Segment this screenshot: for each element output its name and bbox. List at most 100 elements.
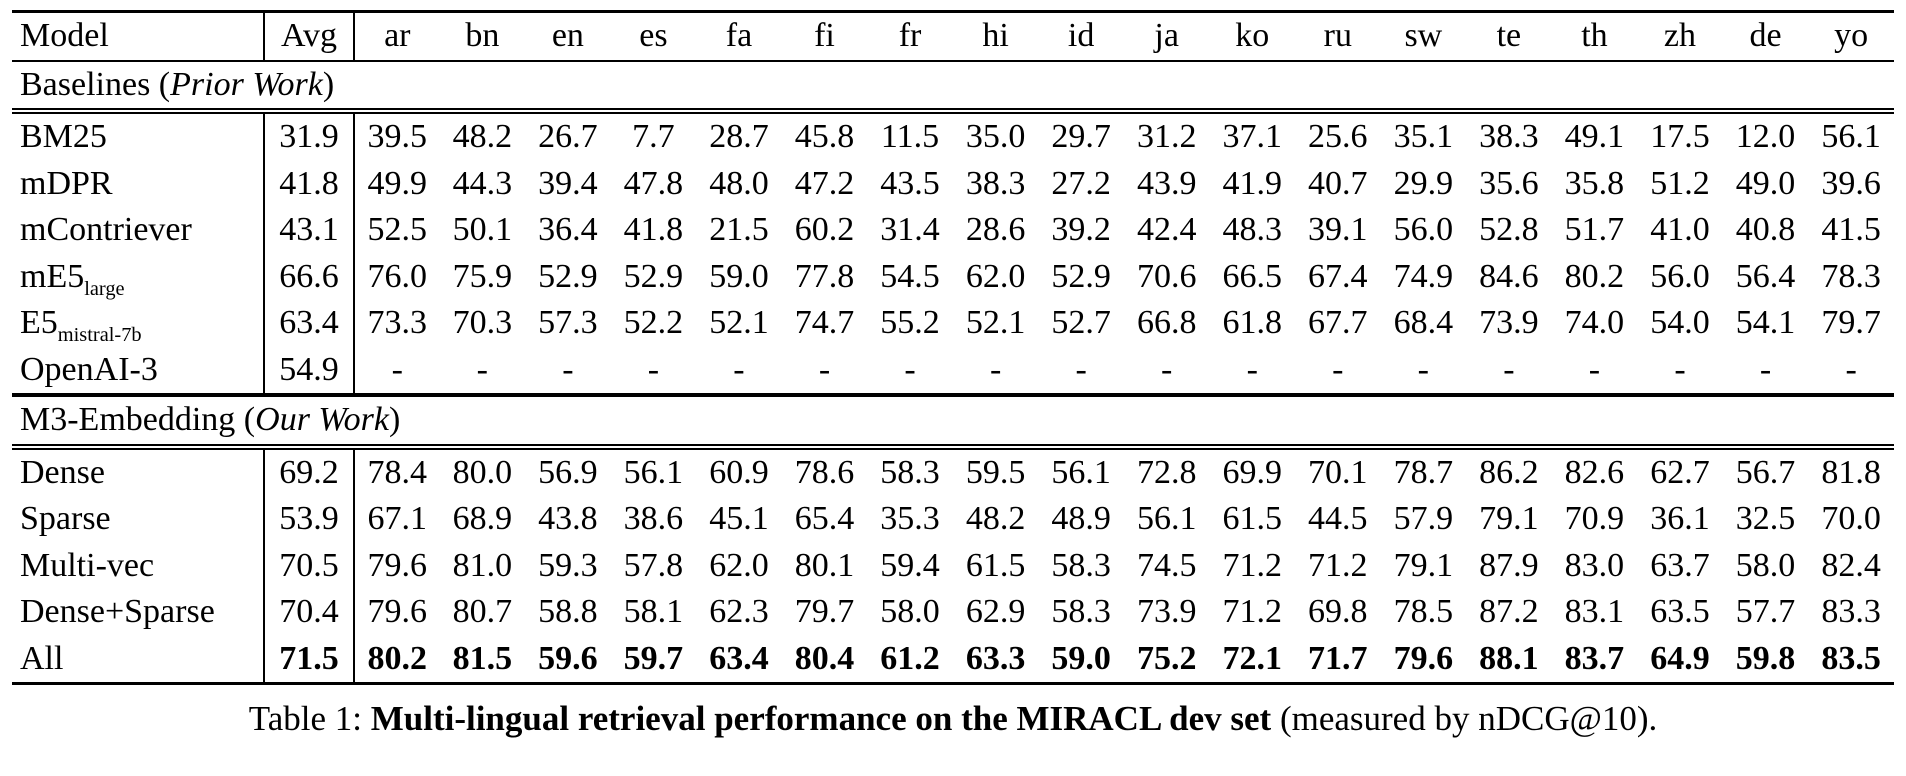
metric-value: - <box>904 350 916 388</box>
metric-value: 59.4 <box>880 546 940 584</box>
metric-value: 43.8 <box>538 500 598 537</box>
metric-value: 43.9 <box>1136 164 1197 202</box>
metric-value: 73.9 <box>1479 304 1539 341</box>
metric-value: 49.1 <box>1564 118 1625 155</box>
column-header-lang: id <box>1067 17 1095 54</box>
metric-value: 80.2 <box>1564 257 1625 295</box>
metric-value: 41.8 <box>623 211 684 248</box>
metric-value: 45.8 <box>794 118 855 155</box>
model-label: E5 <box>20 304 58 341</box>
metric-value: 79.1 <box>1479 500 1539 537</box>
metric-value: - <box>989 350 1002 388</box>
metric-value: 26.7 <box>538 118 598 155</box>
metric-value: 48.9 <box>1051 500 1111 537</box>
metric-value: 31.4 <box>880 211 940 248</box>
metric-value: 59.0 <box>1051 639 1111 677</box>
metric-value: 56.1 <box>623 453 684 491</box>
metric-value: 71.2 <box>1222 593 1282 630</box>
metric-value: 79.6 <box>367 593 428 630</box>
metric-value: 80.1 <box>794 546 855 584</box>
metric-value: 58.3 <box>880 453 940 491</box>
model-name: Multi-vec <box>12 542 265 589</box>
table-row: Sparse 53.9 67.1 68.9 43.8 38.6 45.1 65.4 35.3 48… <box>12 496 1894 543</box>
metric-value: 78.6 <box>794 453 855 491</box>
metric-value: 70.0 <box>1821 500 1881 537</box>
metric-value: 51.2 <box>1650 164 1710 202</box>
metric-value: 74.0 <box>1564 304 1625 341</box>
metric-value: - <box>1503 350 1515 388</box>
metric-value: 78.5 <box>1393 593 1454 630</box>
metric-value: 88.1 <box>1479 639 1539 677</box>
metric-value: 52.2 <box>623 304 684 341</box>
metric-value: 52.9 <box>1051 257 1111 295</box>
metric-value: 59.8 <box>1735 639 1796 677</box>
metric-value: 61.2 <box>880 639 940 677</box>
metric-value: 82.4 <box>1821 546 1881 584</box>
metric-value: 39.6 <box>1821 164 1881 202</box>
metric-value: 12.0 <box>1735 118 1796 155</box>
metric-value: 49.0 <box>1735 164 1796 202</box>
metric-value: 58.1 <box>623 593 684 630</box>
table-row: Multi-vec 70.5 79.6 81.0 59.3 57.8 62.0 80.1 59.… <box>12 542 1894 589</box>
caption-bold-text: Multi-lingual retrieval performance on t… <box>370 699 1272 738</box>
metric-value: 28.7 <box>709 118 769 155</box>
metric-value: 41.5 <box>1821 211 1881 248</box>
metric-value: 64.9 <box>1650 639 1710 677</box>
metric-value: 80.4 <box>794 639 855 677</box>
metric-value: 78.4 <box>367 453 428 491</box>
column-header-lang: es <box>639 17 668 54</box>
metric-value: 68.4 <box>1393 304 1454 341</box>
metric-value: 71.2 <box>1308 546 1368 584</box>
metric-value: - <box>1332 350 1344 388</box>
model-name: BM25 <box>12 111 265 161</box>
metric-value: 38.6 <box>623 500 684 537</box>
metric-value: - <box>647 350 660 388</box>
avg-value: 70.4 <box>264 589 355 636</box>
section-label-text: Baselines ( <box>20 65 171 103</box>
metric-value: - <box>1246 350 1258 388</box>
column-header-lang: hi <box>982 17 1009 54</box>
metric-value: 73.3 <box>367 304 428 341</box>
metric-value: 87.2 <box>1479 593 1539 630</box>
metric-value: 76.0 <box>367 257 428 295</box>
metric-value: 61.5 <box>1222 500 1282 537</box>
metric-value: - <box>818 350 831 388</box>
metric-value: 59.6 <box>538 639 598 677</box>
metric-value: - <box>1588 350 1601 388</box>
metric-value: 52.1 <box>965 304 1026 341</box>
metric-value: 29.9 <box>1393 164 1454 202</box>
metric-value: 32.5 <box>1735 500 1796 537</box>
metric-value: 42.4 <box>1136 211 1197 248</box>
section-header-row: M3-Embedding (Our Work) <box>12 395 1894 447</box>
metric-value: 17.5 <box>1650 118 1710 155</box>
metric-value: 59.0 <box>709 257 769 295</box>
table-row: All 71.5 80.2 81.5 59.6 59.7 63.4 80.4 61.2 63.3 5… <box>12 635 1894 684</box>
metric-value: 43.5 <box>880 164 940 202</box>
column-header-lang: bn <box>465 17 500 54</box>
column-header-lang: ru <box>1323 17 1352 54</box>
caption-suffix: (measured by nDCG@10). <box>1271 699 1658 738</box>
metric-value: 80.0 <box>452 453 513 491</box>
metric-value: 83.7 <box>1564 639 1625 677</box>
metric-value: 48.2 <box>452 118 513 155</box>
metric-value: 56.7 <box>1735 453 1796 491</box>
model-name: mContriever <box>12 207 265 254</box>
metric-value: 31.2 <box>1136 118 1197 155</box>
column-header-lang: te <box>1496 17 1522 54</box>
metric-value: 36.1 <box>1650 500 1710 537</box>
metric-value: - <box>476 350 488 388</box>
metric-value: 7.7 <box>632 118 675 155</box>
caption-prefix: Table 1: <box>248 699 371 738</box>
metric-value: 51.7 <box>1564 211 1625 248</box>
avg-value: 41.8 <box>264 160 355 207</box>
metric-value: 63.5 <box>1650 593 1710 630</box>
metric-value: 86.2 <box>1479 453 1539 491</box>
metric-value: - <box>1674 350 1686 388</box>
metric-value: 39.1 <box>1308 211 1368 248</box>
metric-value: 82.6 <box>1564 453 1625 491</box>
metric-value: 52.9 <box>623 257 684 295</box>
metric-value: 77.8 <box>794 257 855 295</box>
metric-value: 57.8 <box>623 546 684 584</box>
metric-value: 29.7 <box>1051 118 1111 155</box>
metric-value: 39.5 <box>367 118 428 155</box>
